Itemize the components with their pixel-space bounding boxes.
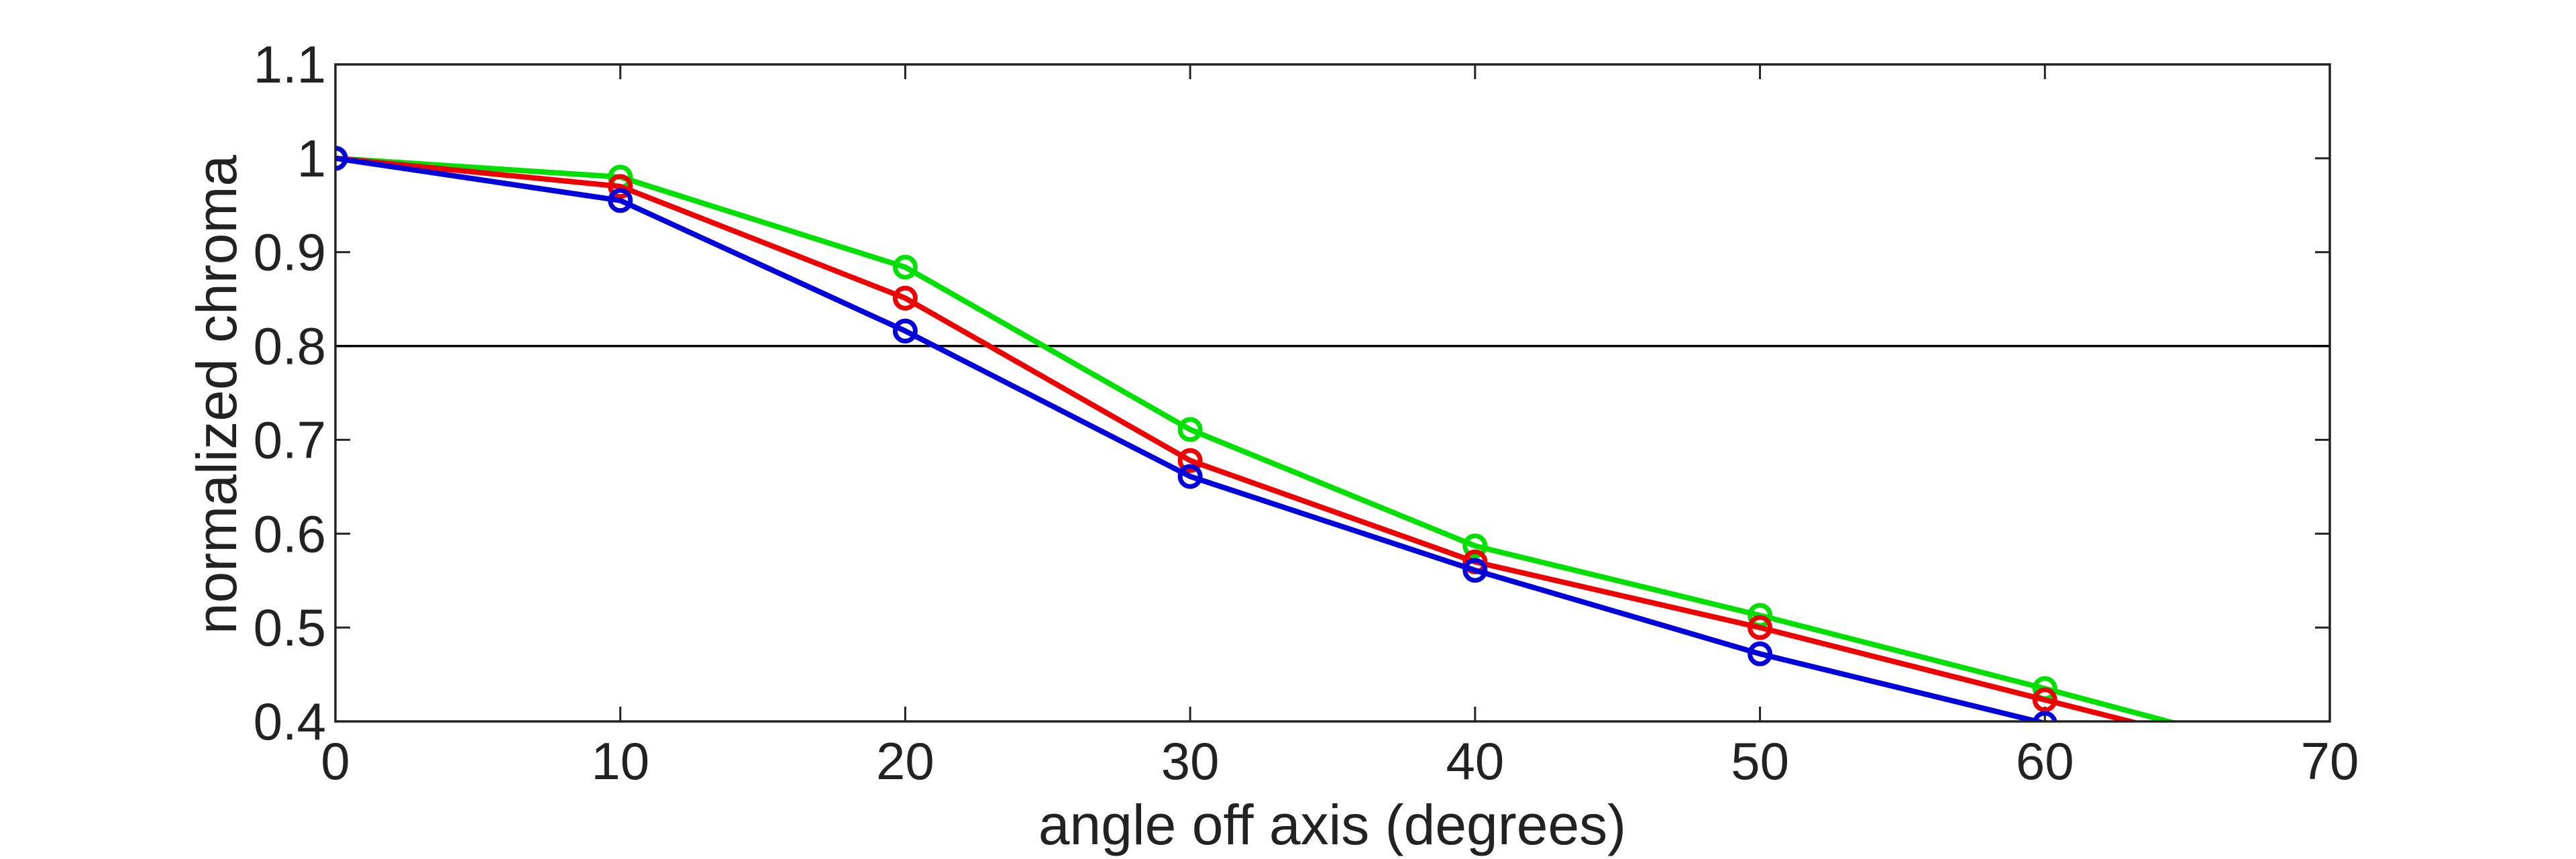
- x-tick-label: 40: [1446, 731, 1504, 791]
- x-tick-label: 60: [2016, 731, 2074, 791]
- y-tick-label: 0.9: [254, 223, 326, 282]
- x-tick-label: 0: [321, 731, 350, 791]
- data-point: [608, 188, 633, 213]
- y-axis-label: normalized chroma: [185, 155, 248, 635]
- y-tick-label: 0.6: [254, 504, 326, 563]
- data-point: [892, 285, 918, 311]
- data-point: [1748, 641, 1773, 666]
- plot-frame: [334, 63, 2331, 723]
- y-tick-label: 0.7: [254, 410, 326, 469]
- x-tick-label: 30: [1161, 731, 1220, 791]
- data-point: [1177, 464, 1203, 489]
- y-tick-label: 0.8: [254, 317, 326, 376]
- data-point: [608, 174, 633, 199]
- x-tick-label: 50: [1731, 731, 1789, 791]
- series-line: [335, 155, 2141, 721]
- y-tick-label: 0.5: [254, 598, 326, 657]
- data-point: [2033, 711, 2057, 721]
- y-tick-label: 1.1: [254, 35, 326, 94]
- x-axis-label: angle off axis (degrees): [1038, 793, 1626, 856]
- data-point: [892, 254, 918, 280]
- data-point: [1462, 558, 1488, 583]
- x-tick-label: 20: [876, 731, 934, 791]
- y-tick-label: 1: [297, 129, 326, 188]
- x-tick-label: 70: [2301, 731, 2359, 791]
- x-tick-label: 10: [591, 731, 649, 791]
- series-line: [335, 155, 2049, 721]
- series-line: [335, 155, 2179, 721]
- data-point: [892, 318, 918, 344]
- data-point: [2032, 687, 2057, 713]
- data-point: [1748, 615, 1773, 640]
- data-point: [1177, 417, 1203, 442]
- y-tick-label: 0.4: [254, 692, 326, 751]
- data-point: [335, 146, 348, 171]
- data-point: [1177, 448, 1203, 473]
- data-point: [1462, 533, 1488, 558]
- plot-area: [335, 146, 2179, 721]
